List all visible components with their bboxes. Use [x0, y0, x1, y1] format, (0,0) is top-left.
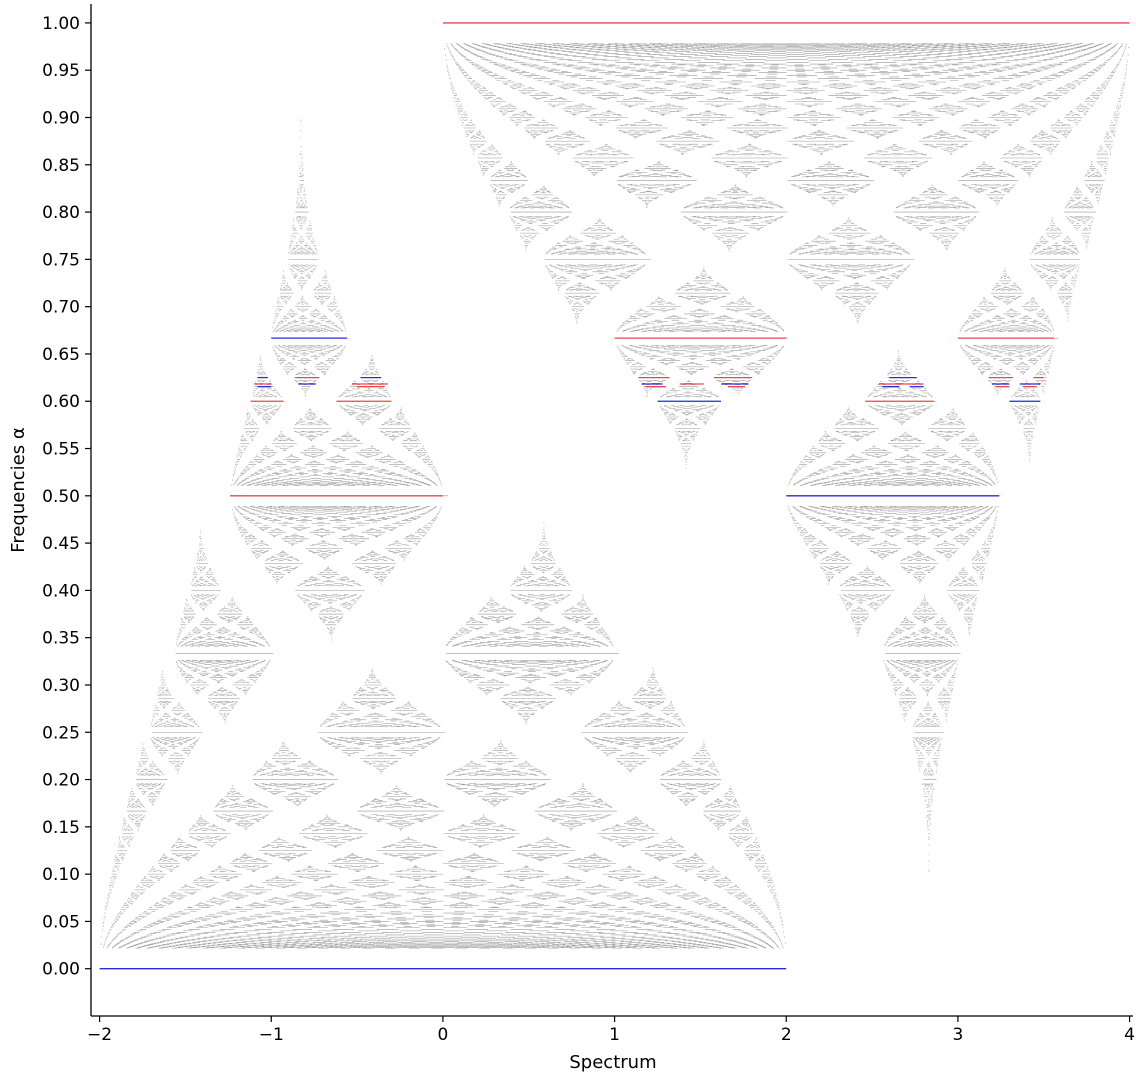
x-axis-label: Spectrum [569, 1052, 656, 1073]
x-tick-label: −1 [259, 1025, 284, 1045]
x-tick-label: 2 [781, 1025, 792, 1045]
y-tick-label: 0.15 [42, 818, 80, 838]
x-tick-label: 4 [1124, 1025, 1135, 1045]
y-tick-label: 0.45 [42, 534, 80, 554]
x-tick-label: −2 [87, 1025, 112, 1045]
y-tick-label: 0.55 [42, 440, 80, 460]
y-axis-label: Frequencies α [8, 427, 29, 552]
y-tick-label: 0.20 [42, 771, 80, 791]
highlight-segments [99, 22, 1130, 970]
y-tick-label: 0.50 [42, 487, 80, 507]
x-tick-label: 1 [609, 1025, 620, 1045]
y-tick-label: 0.30 [42, 676, 80, 696]
y-tick-label: 0.40 [42, 581, 80, 601]
y-tick-label: 0.95 [42, 61, 80, 81]
axes: 0.00 0.05 0.10 0.15 0.20 0.25 0.30 0.35 0.40 0.45… [42, 4, 1135, 1045]
y-tick-label: 0.35 [42, 629, 80, 649]
y-tick-label: 0.90 [42, 108, 80, 128]
y-tick-label: 0.60 [42, 392, 80, 412]
y-tick-label: 0.10 [42, 865, 80, 885]
y-tick-label: 0.65 [42, 345, 80, 365]
y-tick-label: 0.00 [42, 960, 80, 980]
y-tick-label: 0.80 [42, 203, 80, 223]
y-tick-label: 1.00 [42, 14, 80, 34]
y-tick-label: 0.05 [42, 912, 80, 932]
y-tick-label: 0.85 [42, 156, 80, 176]
y-tick-label: 0.25 [42, 723, 80, 743]
x-tick-label: 3 [952, 1025, 963, 1045]
y-tick-label: 0.75 [42, 250, 80, 270]
y-tick-label: 0.70 [42, 298, 80, 318]
x-tick-label: 0 [437, 1025, 448, 1045]
